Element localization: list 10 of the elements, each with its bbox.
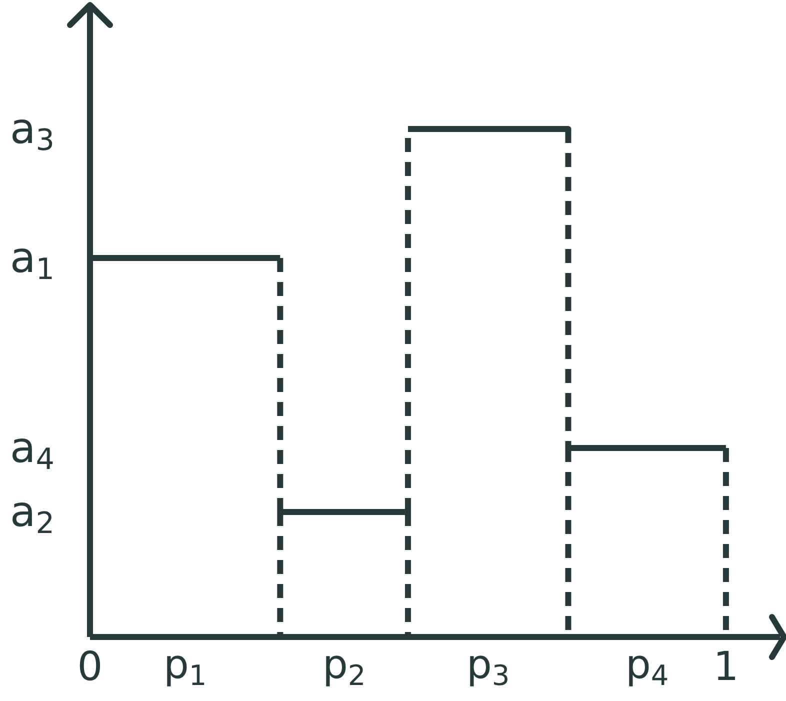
text: a$_{2}$ (10, 487, 54, 540)
text: p$_{3}$ (466, 642, 510, 692)
x-tick-label: 1 (713, 644, 739, 690)
text: a$_{4}$ (10, 423, 54, 476)
text: p$_{4}$ (625, 642, 669, 692)
x-tick-label: 0 (77, 644, 103, 690)
text: p$_{1}$ (163, 642, 207, 692)
text: a$_{1}$ (10, 233, 54, 286)
text: a$_{3}$ (10, 104, 54, 158)
text: p$_{2}$ (322, 642, 366, 692)
